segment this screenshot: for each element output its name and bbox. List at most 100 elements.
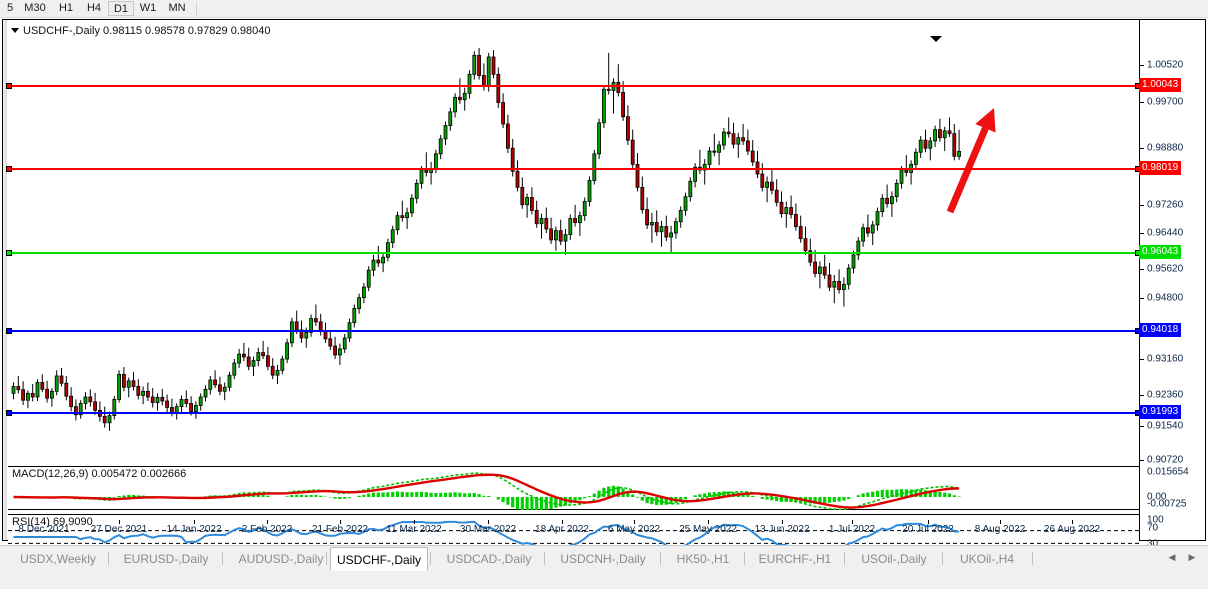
price-level-tag[interactable]: 0.94018 bbox=[1139, 323, 1182, 337]
tab-usdx-weekly[interactable]: USDX,Weekly bbox=[20, 552, 96, 566]
macd-pane[interactable]: MACD(12,26,9) 0.005472 0.002666 bbox=[8, 466, 1139, 510]
tab-eurchf-h1[interactable]: EURCHF-,H1 bbox=[758, 552, 832, 566]
price-axis-label: 0.94800 bbox=[1147, 292, 1184, 304]
resistance-1.00043[interactable] bbox=[6, 83, 1141, 89]
price-axis-label: 0.92360 bbox=[1147, 389, 1184, 401]
price-pane[interactable] bbox=[6, 42, 1141, 464]
tab-usdcnh-daily[interactable]: USDCNH-,Daily bbox=[560, 552, 646, 566]
price-tick bbox=[1140, 205, 1144, 206]
chart-tabs[interactable]: USDX,Weekly EURUSD-,Daily AUDUSD-,Daily USD… bbox=[0, 545, 1208, 571]
tabs-scroll-right-icon[interactable]: ▶ bbox=[1188, 552, 1196, 562]
chevron-down-icon[interactable] bbox=[11, 27, 19, 33]
price-axis-label: 0.91540 bbox=[1147, 420, 1184, 432]
macd-axis-label: -0.00725 bbox=[1147, 498, 1187, 510]
price-level-tag[interactable]: 0.98019 bbox=[1139, 161, 1182, 175]
time-axis-label: 27 Dec 2021 bbox=[90, 524, 148, 535]
resistance-0.98019[interactable] bbox=[6, 166, 1141, 172]
tab-usdcad-daily[interactable]: USDCAD-,Daily bbox=[446, 552, 532, 566]
time-axis-label: 11 Mar 2022 bbox=[386, 524, 442, 535]
tab-separator bbox=[844, 552, 845, 565]
tabs-scroll-left-icon[interactable]: ◀ bbox=[1168, 552, 1176, 562]
price-tick bbox=[1140, 359, 1144, 360]
timeframe-d1[interactable]: D1 bbox=[108, 1, 134, 16]
tab-separator bbox=[942, 552, 943, 565]
timeframe-w1[interactable]: W1 bbox=[139, 2, 157, 14]
timeframe-h4[interactable]: H4 bbox=[86, 2, 102, 14]
price-axis-label: 0.93160 bbox=[1147, 353, 1184, 365]
bullish-arrow[interactable] bbox=[8, 42, 1139, 464]
time-tick bbox=[708, 520, 709, 524]
time-axis-label: 13 Jun 2022 bbox=[754, 524, 810, 535]
price-axis-label: 0.95620 bbox=[1147, 263, 1184, 275]
time-tick bbox=[194, 520, 195, 524]
line-anchor-left[interactable] bbox=[6, 250, 12, 256]
time-tick bbox=[928, 520, 929, 524]
tab-separator bbox=[108, 552, 109, 565]
tab-usoil-daily[interactable]: USOil-,Daily bbox=[861, 552, 927, 566]
price-tick bbox=[1140, 148, 1144, 149]
price-tick bbox=[1140, 65, 1144, 66]
rsi-label: RSI(14) 69.9090 bbox=[12, 516, 93, 528]
macd-label: MACD(12,26,9) 0.005472 0.002666 bbox=[12, 468, 187, 480]
time-axis-label: 6 May 2022 bbox=[607, 524, 661, 535]
time-axis-label: 8 Dec 2021 bbox=[18, 524, 70, 535]
price-axis-label: 0.97260 bbox=[1147, 199, 1184, 211]
support-0.96043[interactable] bbox=[6, 250, 1141, 256]
time-axis[interactable]: 8 Dec 2021 27 Dec 2021 14 Jan 2022 2 Feb 20… bbox=[8, 520, 1139, 538]
price-tick bbox=[1140, 460, 1144, 461]
tab-ukoil-h4[interactable]: UKOil-,H4 bbox=[959, 552, 1014, 566]
timeframe-h1[interactable]: H1 bbox=[58, 2, 74, 14]
price-axis[interactable]: 1.00520 0.99700 0.98880 0.97260 0.96440 0.956… bbox=[1139, 20, 1205, 558]
time-axis-label: 25 May 2022 bbox=[679, 524, 737, 535]
toolbar-separator bbox=[196, 2, 197, 15]
time-tick bbox=[1000, 520, 1001, 524]
time-axis-label: 18 Apr 2022 bbox=[535, 524, 589, 535]
tab-hk50-h1[interactable]: HK50-,H1 bbox=[676, 552, 730, 566]
price-level-tag[interactable]: 0.91993 bbox=[1139, 405, 1182, 419]
period-separator-marker bbox=[930, 36, 942, 42]
price-level-tag[interactable]: 0.96043 bbox=[1139, 245, 1182, 259]
time-tick bbox=[782, 520, 783, 524]
time-tick bbox=[488, 520, 489, 524]
tab-separator bbox=[222, 552, 223, 565]
line-anchor-left[interactable] bbox=[6, 83, 12, 89]
support-0.91993[interactable] bbox=[6, 410, 1141, 416]
line-anchor-left[interactable] bbox=[6, 328, 12, 334]
time-axis-label: 14 Jan 2022 bbox=[166, 524, 222, 535]
support-0.94018[interactable] bbox=[6, 328, 1141, 334]
timeframe-5[interactable]: 5 bbox=[6, 2, 14, 14]
price-tick bbox=[1140, 233, 1144, 234]
time-tick bbox=[852, 520, 853, 524]
price-level-tag[interactable]: 1.00043 bbox=[1139, 78, 1182, 92]
time-tick bbox=[562, 520, 563, 524]
price-tick bbox=[1140, 269, 1144, 270]
tab-separator bbox=[744, 552, 745, 565]
chart-left-rail bbox=[3, 20, 7, 540]
price-tick bbox=[1140, 395, 1144, 396]
timeframe-toolbar: 5 M30 H1 H4 D1 W1 MN bbox=[0, 0, 1208, 18]
tab-separator bbox=[326, 552, 327, 565]
chart-window[interactable]: USDCHF-,Daily 0.98115 0.98578 0.97829 0.… bbox=[2, 19, 1206, 558]
time-axis-label: 8 Aug 2022 bbox=[974, 524, 1026, 535]
tab-audusd-daily[interactable]: AUDUSD-,Daily bbox=[238, 552, 324, 566]
price-axis-label: 0.96440 bbox=[1147, 227, 1184, 239]
timeframe-m30[interactable]: M30 bbox=[24, 2, 46, 14]
price-tick bbox=[1140, 426, 1144, 427]
time-tick bbox=[414, 520, 415, 524]
price-axis-label: 0.98880 bbox=[1147, 142, 1184, 154]
time-tick bbox=[1072, 520, 1073, 524]
time-axis-label: 21 Feb 2022 bbox=[311, 524, 369, 535]
price-axis-label: 0.99700 bbox=[1147, 96, 1184, 108]
time-tick bbox=[340, 520, 341, 524]
line-anchor-left[interactable] bbox=[6, 166, 12, 172]
timeframe-mn[interactable]: MN bbox=[168, 2, 186, 14]
time-tick bbox=[267, 520, 268, 524]
line-anchor-left[interactable] bbox=[6, 410, 12, 416]
tab-usdchf-daily[interactable]: USDCHF-,Daily bbox=[330, 547, 428, 571]
tab-eurusd-daily[interactable]: EURUSD-,Daily bbox=[123, 552, 209, 566]
chart-header: USDCHF-,Daily 0.98115 0.98578 0.97829 0.… bbox=[11, 25, 270, 37]
rsi-axis-label: 100 bbox=[1147, 514, 1164, 526]
tab-separator bbox=[1032, 552, 1033, 565]
price-tick bbox=[1140, 298, 1144, 299]
